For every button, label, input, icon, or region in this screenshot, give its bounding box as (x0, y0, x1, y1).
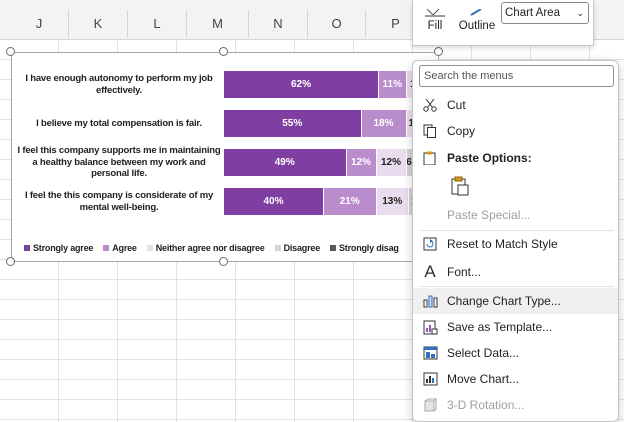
menu-item-cut[interactable]: Cut (413, 92, 618, 118)
menu-item-font[interactable]: A Font... (413, 259, 618, 285)
legend-label: Agree (112, 243, 137, 253)
chart-legend[interactable]: Strongly agree Agree Neither agree nor dis… (24, 243, 399, 253)
chart-bar-segment[interactable]: 21% (324, 188, 376, 215)
column-header-k[interactable]: K (69, 10, 128, 38)
menu-item-label: Font... (447, 265, 482, 279)
select-data-icon (413, 346, 447, 360)
menu-item-reset-to-match-style[interactable]: Reset to Match Style (413, 231, 618, 257)
outline-label: Outline (458, 20, 496, 32)
legend-entry[interactable]: Disagree (274, 243, 321, 253)
rotation-cube-icon (413, 398, 447, 412)
chart-category-label[interactable]: I believe my total compensation is fair. (36, 117, 202, 129)
menu-item-paste-options: Paste Options: (413, 145, 618, 171)
chart-bar-segment[interactable]: 13% (376, 188, 408, 215)
chart-category-label[interactable]: I have enough autonomy to perform my job… (25, 73, 213, 96)
chart-bar-segment[interactable]: 12% (376, 149, 406, 176)
fill-button[interactable]: Fill (423, 8, 447, 32)
chart-category-label[interactable]: I feel this company supports me in maint… (17, 145, 221, 180)
scissors-icon (413, 98, 447, 112)
menu-item-select-data[interactable]: Select Data... (413, 340, 618, 366)
chart-bar-segment[interactable]: 62% (224, 71, 378, 98)
column-header-m[interactable]: M (187, 10, 249, 38)
menu-item-label: Save as Template... (447, 320, 553, 334)
template-icon (413, 320, 447, 335)
chart-area[interactable]: I have enough autonomy to perform my job… (11, 52, 439, 262)
menu-item-label: Reset to Match Style (447, 237, 558, 251)
legend-entry[interactable]: Agree (103, 243, 137, 253)
fill-icon (425, 8, 445, 17)
menu-item-label: Paste Options: (447, 151, 532, 165)
resize-handle-bottom-middle[interactable] (219, 257, 228, 266)
menu-item-paste-special[interactable]: Paste Special... (413, 202, 618, 228)
legend-swatch (24, 245, 30, 251)
menu-item-label: Select Data... (447, 346, 520, 360)
chart-bar-segment[interactable]: 11% (379, 71, 406, 98)
menu-separator (419, 230, 614, 231)
menu-item-label: Paste Special... (447, 208, 531, 222)
fill-label: Fill (427, 20, 443, 32)
column-header-j[interactable]: J (10, 10, 69, 38)
clipboard-icon (413, 151, 447, 165)
chevron-down-icon: ⌄ (576, 8, 584, 18)
menu-search-input[interactable]: Search the menus (419, 65, 614, 87)
column-header-l[interactable]: L (128, 10, 187, 38)
menu-item-label: Cut (447, 98, 466, 112)
legend-entry[interactable]: Strongly agree (24, 243, 93, 253)
menu-item-save-as-template[interactable]: Save as Template... (413, 314, 618, 340)
outline-icon (470, 8, 482, 16)
chart-category-label[interactable]: I feel the this company is considerate o… (24, 190, 214, 213)
chart-element-select-value: Chart Area (505, 7, 560, 19)
legend-swatch (330, 245, 336, 251)
chart-bar-segment[interactable]: 55% (224, 110, 361, 137)
paste-clipboard-icon (451, 176, 469, 196)
menu-item-label: 3-D Rotation... (447, 398, 525, 412)
resize-handle-bottom-left[interactable] (6, 257, 15, 266)
chart-bar-segment[interactable]: 12% (346, 149, 376, 176)
copy-icon (413, 124, 447, 138)
resize-handle-top-left[interactable] (6, 47, 15, 56)
resize-handle-top-middle[interactable] (219, 47, 228, 56)
reset-style-icon (413, 237, 447, 251)
legend-entry[interactable]: Strongly disag (330, 243, 399, 253)
legend-label: Neither agree nor disagree (155, 243, 265, 253)
legend-swatch (103, 245, 110, 251)
legend-swatch (146, 245, 153, 251)
menu-item-change-chart-type[interactable]: Change Chart Type... (413, 288, 618, 314)
chart-element-select[interactable]: Chart Area ⌄ (501, 2, 589, 24)
legend-swatch (274, 245, 281, 251)
chart-bar-segment[interactable]: 40% (224, 188, 323, 215)
column-header-o[interactable]: O (308, 10, 366, 38)
chart-bar-segment[interactable]: 18% (361, 110, 406, 137)
resize-handle-top-right[interactable] (434, 47, 443, 56)
legend-entry[interactable]: Neither agree nor disagree (146, 243, 265, 253)
legend-label: Strongly disag (339, 243, 399, 253)
menu-item-3d-rotation[interactable]: 3-D Rotation... (413, 392, 618, 418)
legend-label: Disagree (283, 243, 321, 253)
menu-separator (419, 286, 614, 287)
column-header-n[interactable]: N (249, 10, 308, 38)
menu-item-label: Move Chart... (447, 372, 520, 386)
menu-item-label: Change Chart Type... (447, 294, 561, 308)
menu-item-copy[interactable]: Copy (413, 118, 618, 144)
chart-bar-segment[interactable]: 49% (224, 149, 346, 176)
menu-item-move-chart[interactable]: Move Chart... (413, 366, 618, 392)
bar-chart-icon (413, 294, 447, 308)
menu-item-label: Copy (447, 124, 476, 138)
move-chart-icon (413, 372, 447, 386)
font-icon: A (424, 262, 436, 281)
context-menu: Search the menus Cut Copy Paste Options:… (412, 60, 619, 422)
outline-button[interactable]: Outline (457, 8, 497, 32)
legend-label: Strongly agree (33, 243, 94, 253)
mini-toolbar: Fill Outline Chart Area ⌄ (412, 0, 594, 46)
paste-keep-formatting-button[interactable] (449, 175, 471, 197)
